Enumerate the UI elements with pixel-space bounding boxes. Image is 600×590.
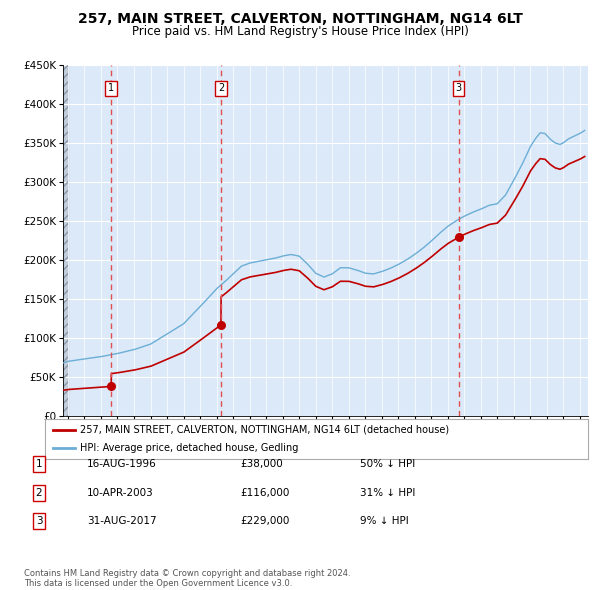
Text: £116,000: £116,000: [240, 488, 289, 497]
Text: 2: 2: [218, 83, 224, 93]
Text: £229,000: £229,000: [240, 516, 289, 526]
Text: £38,000: £38,000: [240, 460, 283, 469]
Text: HPI: Average price, detached house, Gedling: HPI: Average price, detached house, Gedl…: [80, 443, 299, 453]
Text: Contains HM Land Registry data © Crown copyright and database right 2024.
This d: Contains HM Land Registry data © Crown c…: [24, 569, 350, 588]
Text: 31% ↓ HPI: 31% ↓ HPI: [360, 488, 415, 497]
Text: 1: 1: [35, 460, 43, 469]
Text: 1: 1: [108, 83, 114, 93]
Text: 3: 3: [35, 516, 43, 526]
Text: 10-APR-2003: 10-APR-2003: [87, 488, 154, 497]
Text: 31-AUG-2017: 31-AUG-2017: [87, 516, 157, 526]
Text: 50% ↓ HPI: 50% ↓ HPI: [360, 460, 415, 469]
Text: 9% ↓ HPI: 9% ↓ HPI: [360, 516, 409, 526]
Text: Price paid vs. HM Land Registry's House Price Index (HPI): Price paid vs. HM Land Registry's House …: [131, 25, 469, 38]
Text: 2: 2: [35, 488, 43, 497]
Text: 257, MAIN STREET, CALVERTON, NOTTINGHAM, NG14 6LT: 257, MAIN STREET, CALVERTON, NOTTINGHAM,…: [77, 12, 523, 26]
Text: 3: 3: [455, 83, 461, 93]
Bar: [63, 65, 68, 416]
Text: 16-AUG-1996: 16-AUG-1996: [87, 460, 157, 469]
Text: 257, MAIN STREET, CALVERTON, NOTTINGHAM, NG14 6LT (detached house): 257, MAIN STREET, CALVERTON, NOTTINGHAM,…: [80, 425, 449, 435]
Bar: [63, 65, 68, 416]
